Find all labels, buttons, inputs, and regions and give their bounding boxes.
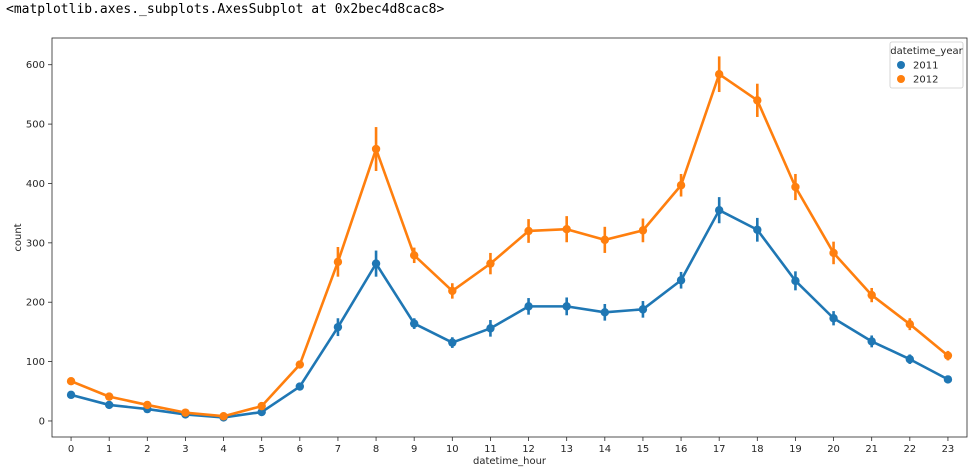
x-tick-label-8: 8 xyxy=(373,444,379,455)
point-2011-11 xyxy=(486,324,495,333)
point-2011-6 xyxy=(295,382,305,391)
point-2012-17 xyxy=(714,70,724,79)
point-2011-5 xyxy=(257,407,266,417)
x-axis: 0 1 2 3 4 5 6 7 8 9 10 11 12 13 14 15 16 17 18 19 20 21 22 23 xyxy=(68,437,954,455)
x-tick-label-7: 7 xyxy=(335,444,341,455)
point-2012-19 xyxy=(791,182,800,192)
point-2011-20 xyxy=(829,314,838,323)
point-2012-10 xyxy=(448,286,457,296)
x-tick-label-4: 4 xyxy=(220,444,226,455)
point-2012-21 xyxy=(867,290,876,300)
point-2011-8 xyxy=(371,259,381,268)
x-tick-label-11: 11 xyxy=(484,444,497,455)
point-2012-12 xyxy=(524,226,533,236)
point-2011-9 xyxy=(409,319,419,328)
point-2011-13 xyxy=(562,302,571,311)
point-2012-2 xyxy=(143,400,152,410)
x-tick-label-18: 18 xyxy=(751,444,764,455)
x-tick-label-23: 23 xyxy=(942,444,955,455)
legend-entry-2012: 2012 xyxy=(913,75,938,86)
point-2011-23 xyxy=(943,375,953,384)
y-axis: 0 100 200 300 400 500 600 xyxy=(26,60,52,427)
point-2012-18 xyxy=(753,96,762,105)
x-tick-label-15: 15 xyxy=(637,444,650,455)
series-layer xyxy=(66,56,953,422)
x-tick-label-3: 3 xyxy=(182,444,188,455)
x-tick-label-21: 21 xyxy=(865,444,878,455)
x-tick-label-10: 10 xyxy=(446,444,459,455)
point-2012-16 xyxy=(676,181,686,190)
point-2012-11 xyxy=(486,259,495,268)
x-tick-label-19: 19 xyxy=(789,444,802,455)
point-2012-5 xyxy=(257,401,266,411)
y-tick-label-300: 300 xyxy=(26,238,45,249)
x-tick-label-6: 6 xyxy=(297,444,303,455)
point-2012-3 xyxy=(181,408,190,417)
series-2012 xyxy=(66,56,953,421)
x-tick-label-16: 16 xyxy=(675,444,688,455)
point-2012-14 xyxy=(600,235,610,245)
x-tick-label-5: 5 xyxy=(259,444,265,455)
point-2012-1 xyxy=(104,392,114,401)
y-tick-label-500: 500 xyxy=(26,120,45,131)
y-tick-label-100: 100 xyxy=(26,357,45,368)
x-tick-label-1: 1 xyxy=(106,444,112,455)
x-tick-label-14: 14 xyxy=(598,444,611,455)
legend-frame xyxy=(889,41,964,89)
point-2011-19 xyxy=(791,276,800,286)
point-2012-22 xyxy=(905,319,915,329)
point-2011-12 xyxy=(524,302,533,311)
y-tick-label-400: 400 xyxy=(26,179,45,190)
x-tick-label-17: 17 xyxy=(713,444,726,455)
legend: datetime_year 2011 2012 xyxy=(889,41,964,89)
x-tick-label-12: 12 xyxy=(522,444,535,455)
point-2012-23 xyxy=(943,351,953,360)
point-2011-18 xyxy=(753,225,762,234)
legend-entry-2011: 2011 xyxy=(913,61,938,72)
point-2011-17 xyxy=(714,205,724,215)
point-2011-0 xyxy=(66,390,76,400)
legend-title: datetime_year xyxy=(890,46,963,57)
point-2011-7 xyxy=(333,322,343,332)
point-2011-14 xyxy=(600,308,610,317)
x-tick-label-2: 2 xyxy=(144,444,150,455)
legend-marker-2012 xyxy=(897,75,905,83)
point-2011-21 xyxy=(867,337,876,346)
plot-area-frame xyxy=(51,37,968,438)
point-2011-15 xyxy=(638,305,648,314)
output-repr-text: <matplotlib.axes._subplots.AxesSubplot a… xyxy=(6,2,445,17)
x-tick-label-0: 0 xyxy=(68,444,74,455)
point-2012-4 xyxy=(219,412,228,421)
y-tick-label-200: 200 xyxy=(26,298,45,309)
point-2011-16 xyxy=(676,276,686,285)
x-tick-label-13: 13 xyxy=(560,444,573,455)
y-tick-label-600: 600 xyxy=(26,60,45,71)
point-2011-10 xyxy=(448,338,457,347)
point-2012-15 xyxy=(638,226,648,235)
point-2012-8 xyxy=(371,144,381,154)
point-2012-13 xyxy=(562,224,571,234)
point-2012-0 xyxy=(66,376,76,386)
point-2012-6 xyxy=(295,360,305,369)
point-2012-7 xyxy=(333,257,343,267)
y-axis-label: count xyxy=(13,223,24,251)
point-2012-20 xyxy=(829,248,838,258)
x-tick-label-22: 22 xyxy=(903,444,916,455)
series-line-2012 xyxy=(70,72,949,418)
point-2011-22 xyxy=(905,355,915,364)
point-2011-1 xyxy=(104,400,114,410)
x-tick-label-20: 20 xyxy=(827,444,840,455)
legend-marker-2011 xyxy=(897,61,905,69)
x-tick-label-9: 9 xyxy=(411,444,417,455)
x-axis-label: datetime_hour xyxy=(473,456,547,467)
y-tick-label-0: 0 xyxy=(39,416,45,427)
point-2012-9 xyxy=(409,251,419,260)
